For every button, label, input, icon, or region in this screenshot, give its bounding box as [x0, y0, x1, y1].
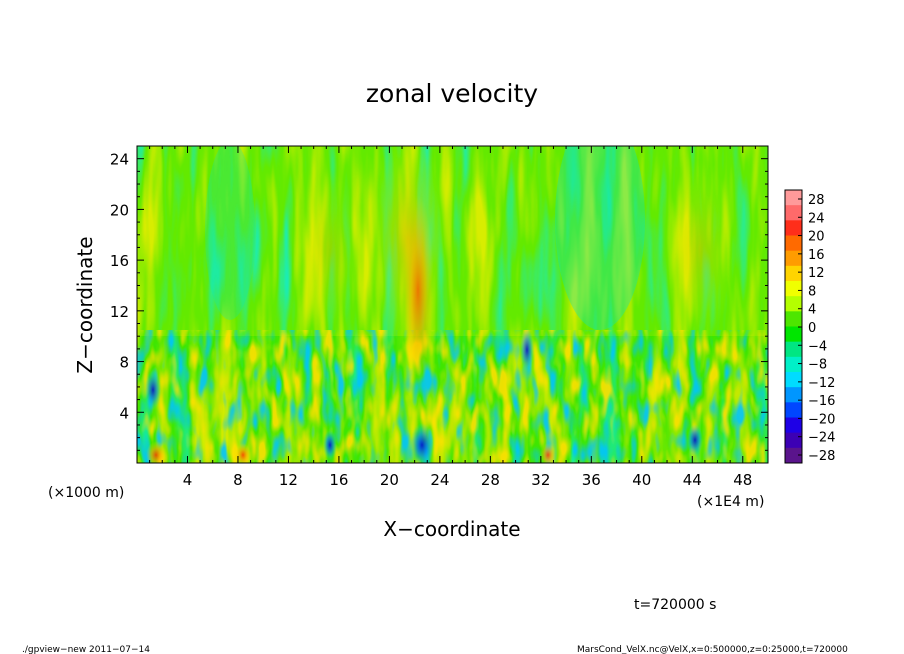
cold-spot-3 [520, 328, 534, 372]
colorbar-label: −28 [808, 449, 835, 464]
y-tick-label: 12 [110, 303, 129, 321]
x-tick-label: 8 [233, 471, 243, 489]
cold-spot-5 [687, 424, 703, 456]
colorbar-swatch [785, 281, 802, 297]
x-axis-label: X−coordinate [383, 517, 520, 541]
colorbar-swatch [785, 205, 802, 221]
cold-spot-4 [323, 430, 337, 460]
colorbar-swatch [785, 387, 802, 403]
colorbar-label: 8 [808, 284, 816, 299]
colorbar-swatch [785, 265, 802, 282]
colorbar-swatch [785, 372, 802, 388]
y-tick-label: 8 [119, 354, 129, 372]
colorbar-label: −20 [808, 412, 835, 427]
heatmap-field [137, 146, 768, 463]
hot-spot-2 [235, 443, 251, 463]
x-tick-label: 24 [430, 471, 449, 489]
cool-band-2 [205, 146, 255, 320]
chart-title: zonal velocity [366, 79, 538, 108]
x-tick-label: 16 [329, 471, 348, 489]
colorbar-label: −12 [808, 376, 835, 391]
colorbar: 28 24 20 16 12 8 4 0 −4 −8 −12 −16 −20 −24 −28 [784, 189, 835, 464]
footer-right: MarsCond_VelX.nc@VelX,x=0:500000,z=0:250… [577, 645, 848, 654]
cool-band [555, 146, 645, 330]
colorbar-label: 16 [808, 248, 825, 263]
y-tick-label: 4 [119, 404, 129, 422]
warm-patch-right [665, 160, 735, 340]
x-tick-label: 28 [481, 471, 500, 489]
colorbar-swatch [785, 447, 802, 464]
time-label: t=720000 s [634, 597, 716, 613]
colorbar-swatch [785, 356, 802, 373]
x-unit-left: (×1000 m) [48, 485, 124, 501]
y-tick-label: 20 [110, 201, 129, 219]
colorbar-swatch [785, 326, 802, 343]
colorbar-swatch [785, 220, 802, 236]
colorbar-label: 12 [808, 266, 825, 281]
x-tick-label: 20 [380, 471, 399, 489]
colorbar-label: 4 [808, 303, 816, 318]
colorbar-label: −24 [808, 431, 835, 446]
colorbar-swatch [785, 296, 802, 312]
x-tick-label: 12 [279, 471, 298, 489]
colorbar-swatch [785, 402, 802, 418]
x-tick-label: 40 [632, 471, 651, 489]
colorbar-label: −4 [808, 339, 827, 354]
y-axis-label: Z−coordinate [73, 236, 97, 373]
cold-spot-2 [145, 370, 161, 410]
colorbar-label: 24 [808, 211, 825, 226]
x-tick-label: 32 [531, 471, 550, 489]
x-tick-label: 44 [683, 471, 702, 489]
colorbar-swatch [785, 235, 802, 252]
colorbar-swatch [785, 250, 802, 267]
x-unit-right: (×1E4 m) [697, 494, 764, 510]
field-lowlevel-cells [137, 330, 768, 463]
hot-spot-3 [540, 443, 556, 463]
colorbar-label: 28 [808, 193, 825, 208]
x-tick-label: 48 [733, 471, 752, 489]
cold-spot-1 [410, 423, 434, 463]
jet-outer [368, 146, 448, 350]
x-tick-label: 4 [183, 471, 193, 489]
warm-patch-left [300, 170, 360, 330]
colorbar-swatch [785, 311, 802, 327]
footer-left: ./gpview−new 2011−07−14 [22, 645, 150, 654]
colorbar-swatch [785, 341, 802, 358]
colorbar-label: 0 [808, 321, 816, 336]
colorbar-swatch [785, 432, 802, 449]
hot-spot-1 [146, 441, 166, 463]
colorbar-label: 20 [808, 230, 825, 245]
colorbar-swatch [785, 417, 802, 434]
x-axis-ticks: 4 8 12 16 20 24 28 32 36 40 44 48 [136, 146, 769, 489]
colorbar-label: −8 [808, 358, 827, 373]
colorbar-swatch [785, 190, 802, 206]
y-tick-label: 16 [110, 252, 129, 270]
colorbar-label: −16 [808, 394, 835, 409]
y-axis-ticks: 4 8 12 16 20 24 [110, 145, 768, 464]
x-tick-label: 36 [582, 471, 601, 489]
y-tick-label: 24 [110, 151, 129, 169]
